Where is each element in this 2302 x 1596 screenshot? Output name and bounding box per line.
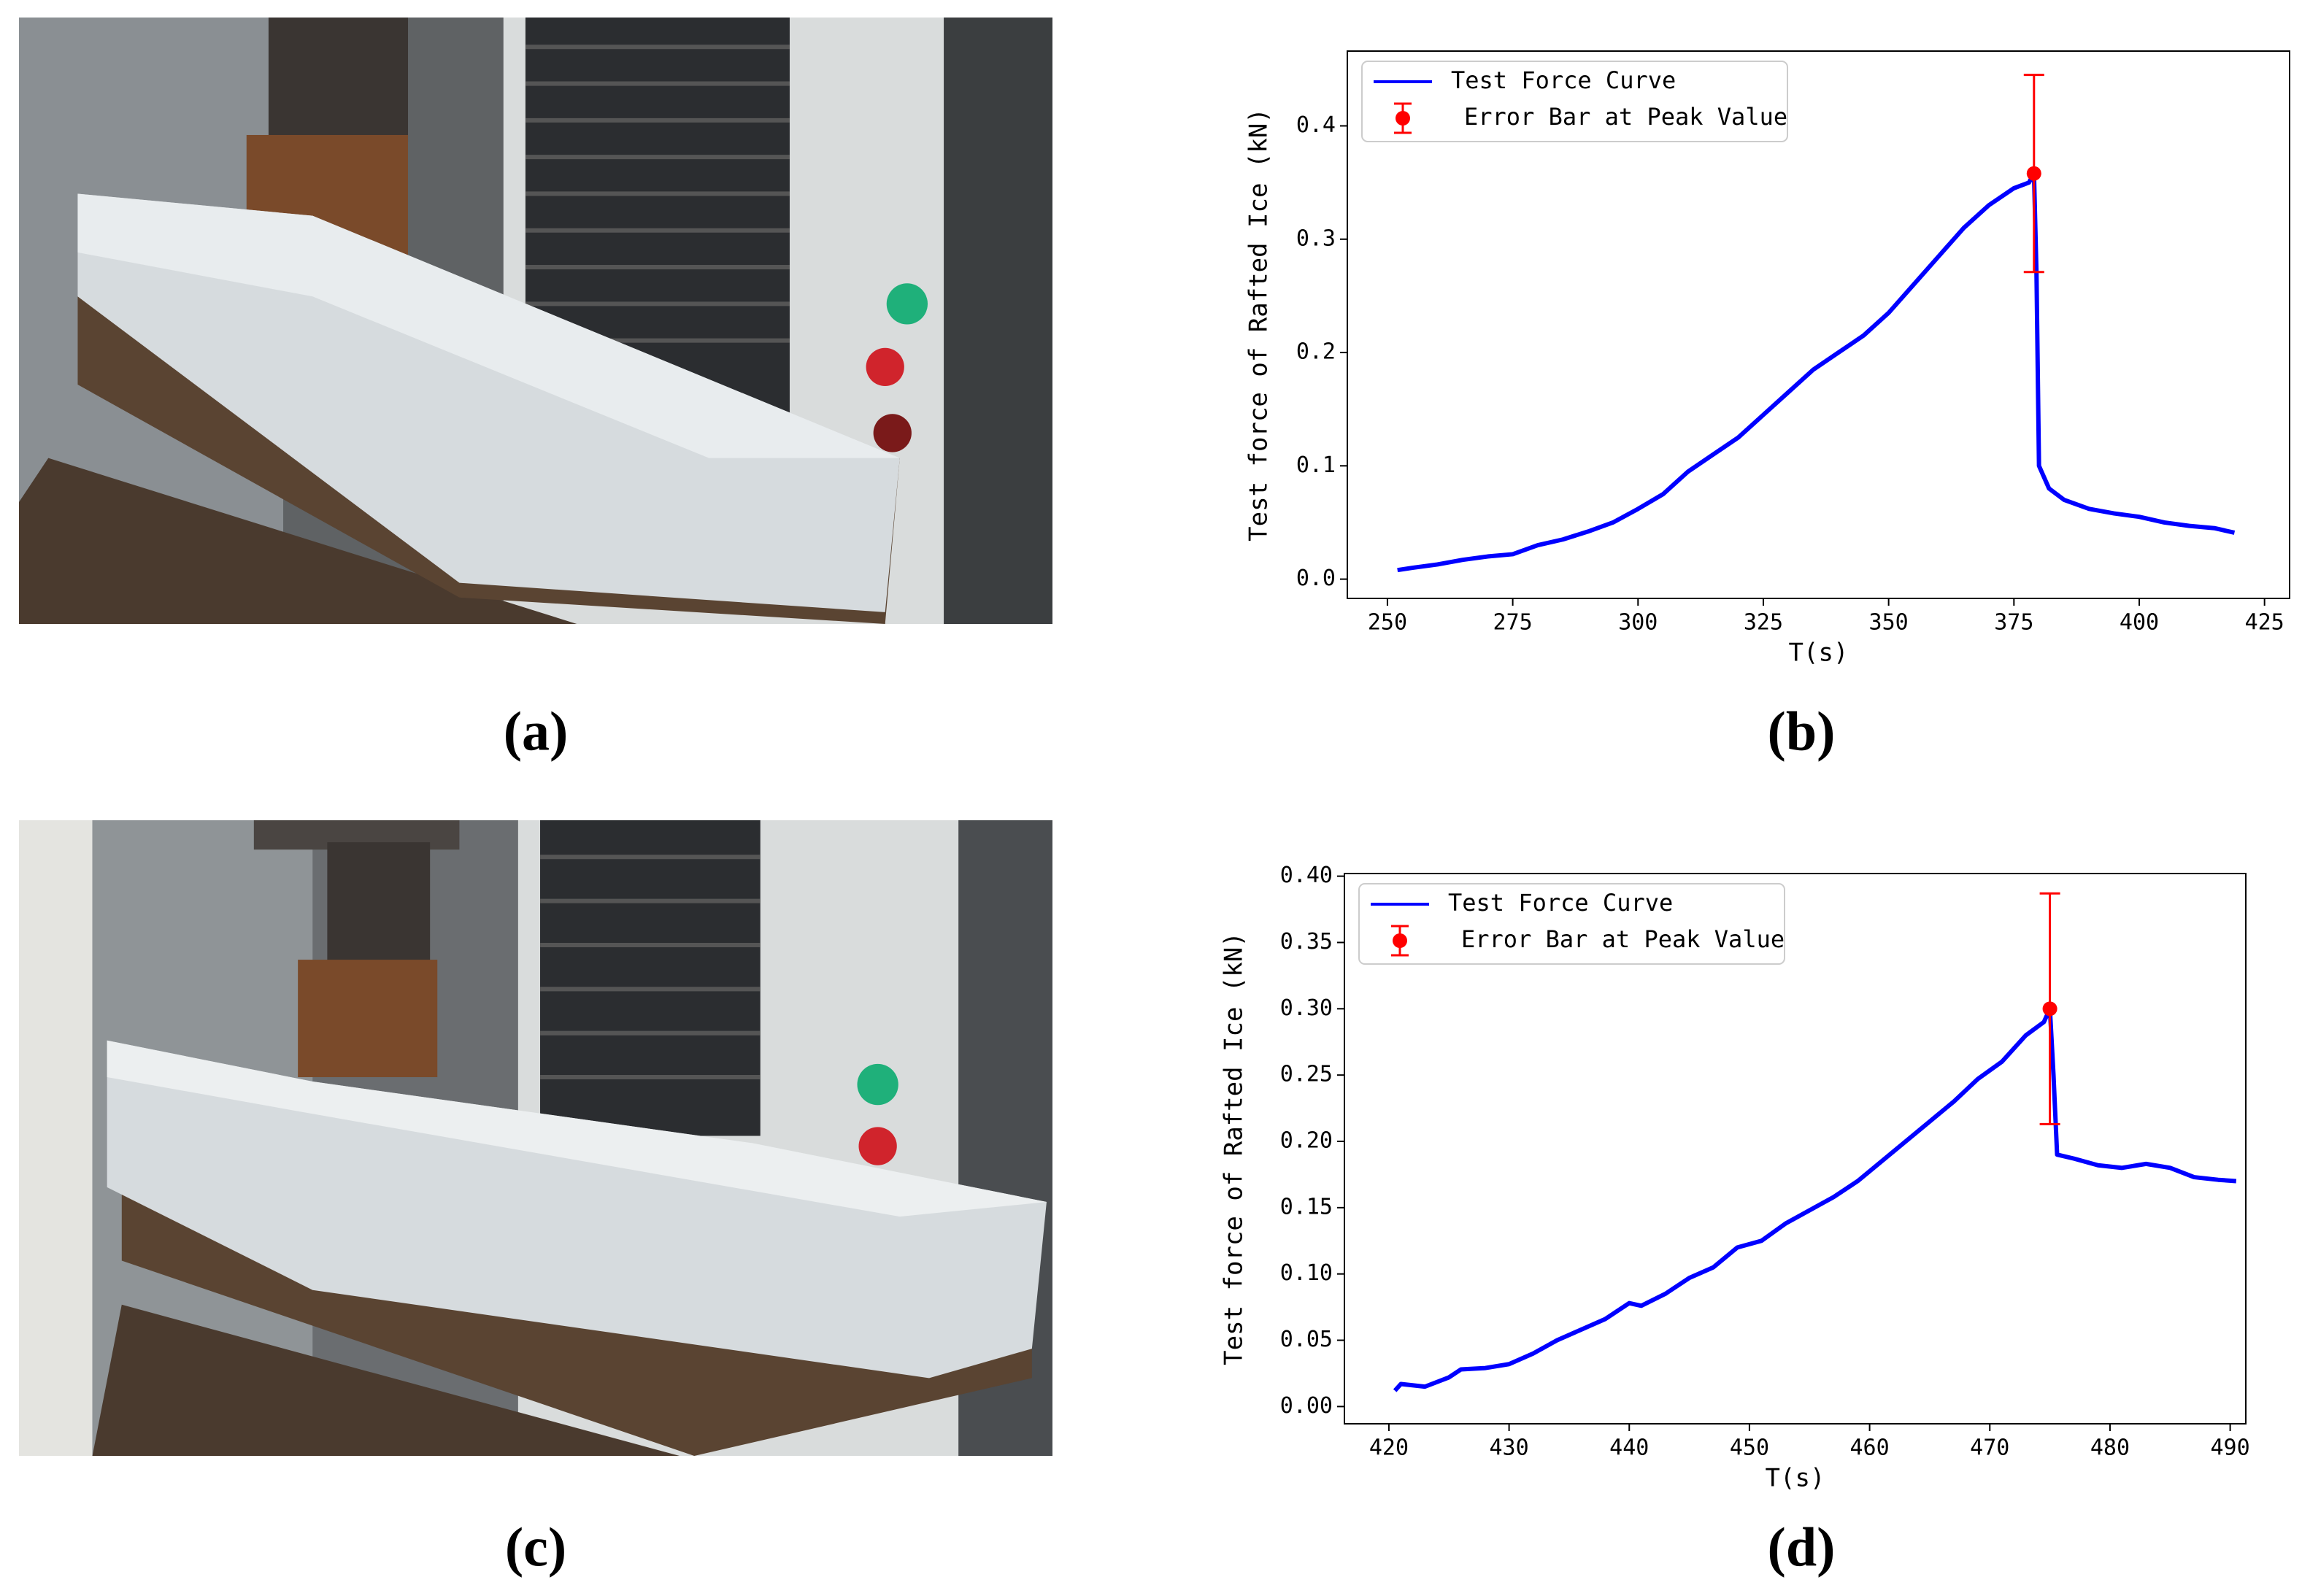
legend-label: Test Force Curve	[1451, 66, 1676, 94]
peak-marker	[2026, 166, 2041, 181]
y-tick-label: 0.0	[1296, 566, 1336, 591]
x-tick-label: 400	[2120, 610, 2159, 636]
legend-swatch	[1393, 933, 1407, 948]
y-tick-label: 0.10	[1280, 1260, 1333, 1286]
legend-box	[1361, 61, 1788, 142]
y-tick-label: 0.05	[1280, 1327, 1333, 1352]
y-tick-label: 0.00	[1280, 1393, 1333, 1419]
y-tick-label: 0.25	[1280, 1062, 1333, 1087]
x-tick-label: 480	[2090, 1435, 2130, 1461]
y-tick-label: 0.20	[1280, 1128, 1333, 1154]
x-tick-label: 440	[1609, 1435, 1649, 1461]
y-tick-label: 0.1	[1296, 452, 1336, 478]
y-tick-label: 0.3	[1296, 225, 1336, 251]
x-tick-label: 420	[1369, 1435, 1409, 1461]
x-axis-label: T(s)	[1766, 1464, 1825, 1493]
peak-marker	[2042, 1001, 2057, 1017]
x-tick-label: 425	[2245, 610, 2284, 636]
x-tick-label: 375	[1994, 610, 2033, 636]
force-curve	[1393, 1006, 2237, 1392]
photo-a	[19, 18, 1052, 624]
y-tick-label: 0.40	[1280, 863, 1333, 888]
x-tick-label: 325	[1744, 610, 1783, 636]
chart: 250 275 300 325 350 375 400 425 0.0 0.1 0.2 0.3 0.4 T…	[1244, 50, 2290, 668]
legend-label: Error Bar at Peak Value	[1464, 103, 1787, 131]
x-axis-label: T(s)	[1789, 639, 1849, 668]
x-tick-label: 300	[1618, 610, 1658, 636]
y-tick-label: 0.15	[1280, 1194, 1333, 1219]
y-tick-label: 0.4	[1296, 112, 1336, 138]
y-tick-label: 0.35	[1280, 929, 1333, 955]
panel-label: (b)	[1768, 701, 1836, 762]
x-tick-label: 490	[2210, 1435, 2249, 1461]
x-tick-label: 460	[1849, 1435, 1889, 1461]
x-tick-label: 275	[1493, 610, 1533, 636]
plot-frame	[1344, 873, 2247, 1425]
panel-label: (a)	[504, 701, 569, 762]
y-tick-label: 0.30	[1280, 995, 1333, 1021]
panel-label: (d)	[1768, 1516, 1836, 1578]
x-tick-label: 430	[1489, 1435, 1528, 1461]
plot-frame	[1347, 50, 2290, 599]
panel-label: (c)	[505, 1516, 566, 1578]
photo-c	[19, 820, 1052, 1456]
legend-box	[1358, 883, 1785, 965]
y-tick-label: 0.2	[1296, 339, 1336, 365]
y-axis-label: Test force of Rafted Ice (kN)	[1220, 932, 1249, 1365]
legend-label: Error Bar at Peak Value	[1461, 925, 1785, 953]
x-tick-label: 450	[1730, 1435, 1769, 1461]
x-tick-label: 470	[1970, 1435, 2009, 1461]
legend-label: Test Force Curve	[1448, 889, 1673, 917]
legend-swatch	[1396, 111, 1410, 126]
y-axis-label: Test force of Rafted Ice (kN)	[1244, 108, 1274, 541]
chart: 420 430 440 450 460 470 480 490 0.00 0.05 0.10 0.15…	[1220, 863, 2250, 1492]
x-tick-label: 250	[1368, 610, 1407, 636]
x-tick-label: 350	[1869, 610, 1909, 636]
force-curve	[1397, 171, 2236, 573]
